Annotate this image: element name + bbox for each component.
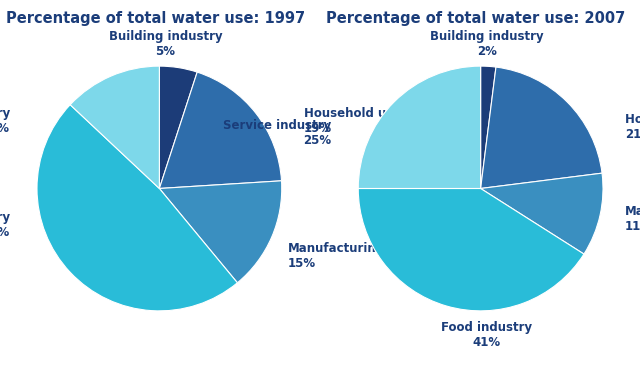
Text: Manufacturing
11%: Manufacturing 11%: [625, 205, 640, 233]
Text: Service industry
13%: Service industry 13%: [0, 107, 10, 135]
Wedge shape: [358, 188, 584, 311]
Wedge shape: [159, 181, 282, 283]
Wedge shape: [358, 66, 481, 188]
Wedge shape: [159, 66, 197, 188]
Text: Food industry
48%: Food industry 48%: [0, 211, 10, 239]
Text: Building industry
5%: Building industry 5%: [109, 30, 222, 58]
Wedge shape: [159, 72, 282, 188]
Wedge shape: [481, 67, 602, 188]
Text: Service industry
25%: Service industry 25%: [223, 119, 332, 147]
Text: Building industry
2%: Building industry 2%: [430, 30, 543, 58]
Text: Manufacturing
15%: Manufacturing 15%: [288, 242, 385, 270]
Text: Percentage of total water use: 1997: Percentage of total water use: 1997: [6, 11, 305, 26]
Wedge shape: [481, 173, 603, 254]
Wedge shape: [37, 105, 237, 311]
Text: Food industry
41%: Food industry 41%: [441, 321, 532, 349]
Text: Household use
19%: Household use 19%: [304, 107, 401, 135]
Text: Household use
21%: Household use 21%: [625, 113, 640, 141]
Text: Percentage of total water use: 2007: Percentage of total water use: 2007: [326, 11, 626, 26]
Wedge shape: [70, 66, 159, 188]
Wedge shape: [481, 66, 496, 188]
